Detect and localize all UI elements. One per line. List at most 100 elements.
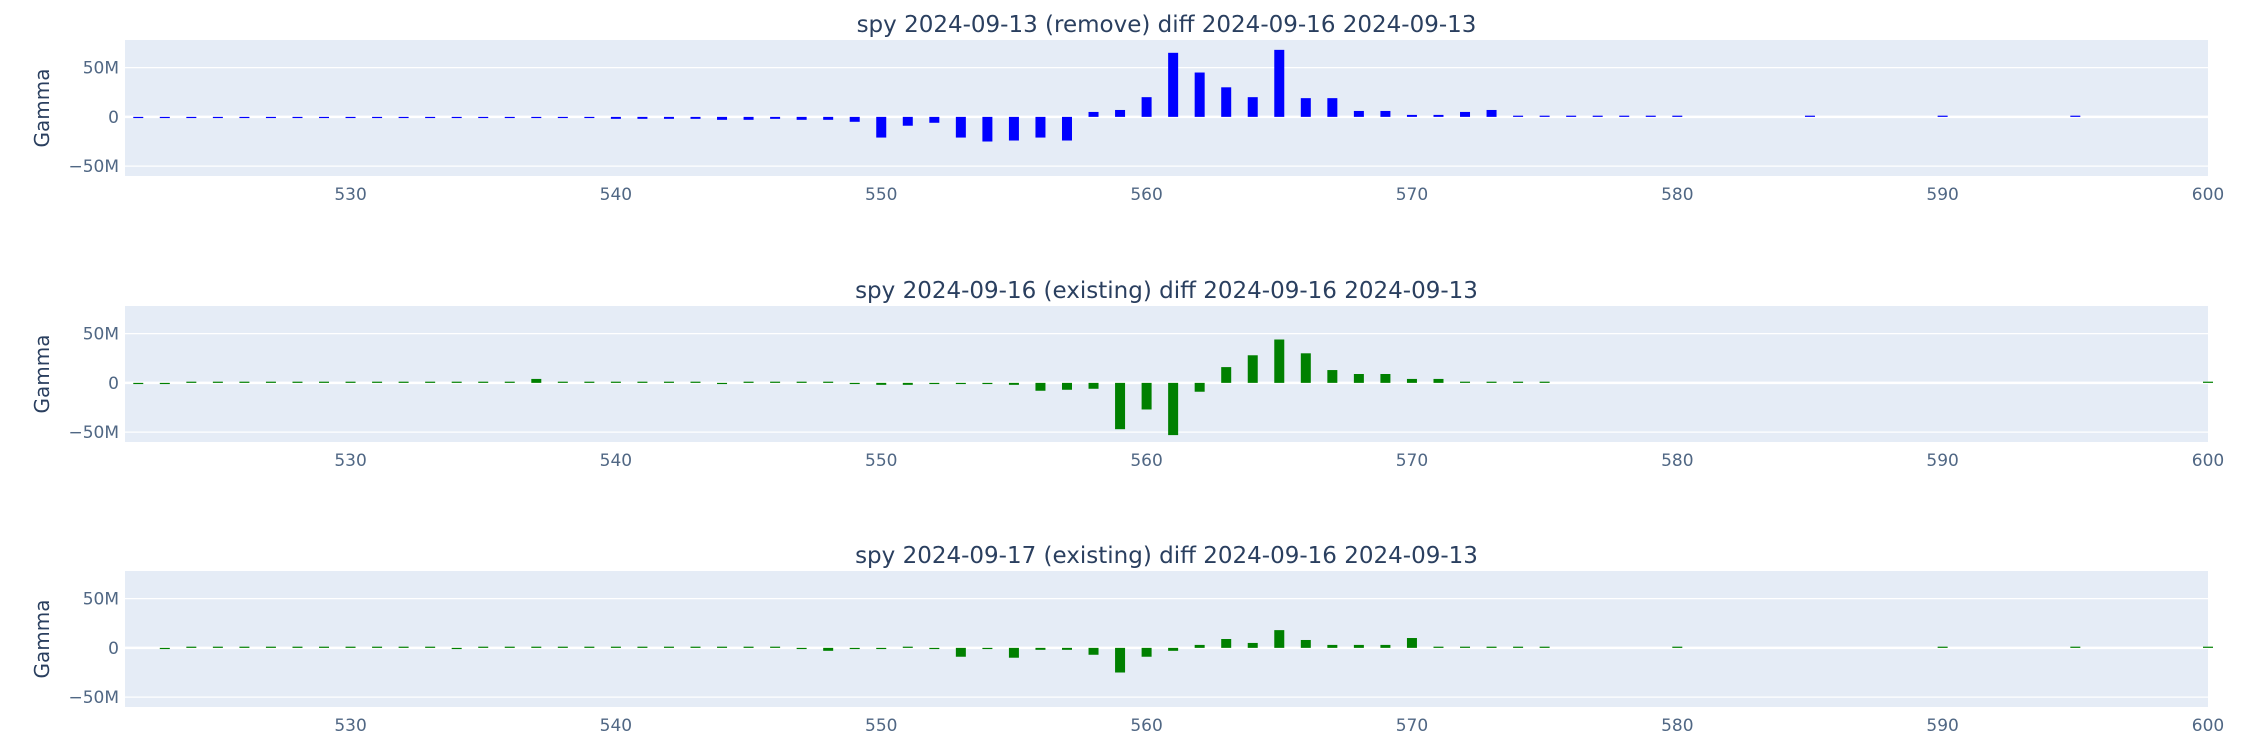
y-tick-label: 50M: [83, 59, 119, 79]
x-tick-label: 530: [334, 185, 366, 205]
bar: [292, 116, 303, 119]
bar: [1327, 98, 1338, 117]
bar: [1353, 644, 1364, 648]
x-tick-label: 570: [1396, 716, 1428, 736]
bar: [265, 646, 276, 648]
bar: [876, 382, 887, 385]
subplot-3: 50M 0 −50M 530 540 550 560 570 580 590 600 Gamma spy…: [30, 543, 2224, 736]
bar: [186, 116, 197, 119]
bar: [319, 646, 330, 648]
bar: [796, 647, 807, 650]
bar: [319, 116, 330, 119]
bar: [1937, 115, 1948, 117]
bar: [1061, 382, 1072, 390]
bar: [796, 381, 807, 383]
x-tick-label: 540: [600, 185, 632, 205]
bar: [504, 116, 515, 119]
bar: [1221, 639, 1232, 648]
bar: [929, 647, 940, 650]
bar: [1141, 97, 1152, 117]
bar: [1380, 110, 1391, 117]
x-tick-label: 550: [865, 716, 897, 736]
bar: [1539, 381, 1550, 383]
bar: [292, 646, 303, 648]
bar: [451, 116, 462, 119]
bar: [1327, 644, 1338, 648]
bar: [1274, 339, 1285, 383]
bar: [1115, 109, 1126, 117]
x-tick-label: 560: [1130, 451, 1162, 471]
y-axis-label: Gamma: [30, 335, 54, 414]
bar: [1221, 87, 1232, 117]
bar: [770, 116, 781, 119]
bar: [1300, 353, 1311, 383]
bar: [1672, 115, 1683, 117]
bar: [1115, 382, 1126, 430]
bar: [1937, 646, 1948, 648]
y-axis-label: Gamma: [30, 600, 54, 679]
y-tick-label: −50M: [68, 688, 119, 708]
bar: [1406, 114, 1417, 117]
bar: [584, 646, 595, 648]
bar: [1274, 630, 1285, 648]
chart-title: spy 2024-09-13 (remove) diff 2024-09-16 …: [857, 12, 1477, 38]
bar: [902, 116, 913, 126]
bar: [345, 116, 356, 119]
x-tick-label: 580: [1661, 451, 1693, 471]
x-tick-label: 530: [334, 451, 366, 471]
bar: [1008, 382, 1019, 385]
bar: [637, 116, 648, 119]
plot-background: [125, 40, 2208, 176]
x-tick-label: 570: [1396, 451, 1428, 471]
x-tick-label: 560: [1130, 716, 1162, 736]
bar: [1513, 646, 1524, 648]
bar: [1592, 115, 1603, 117]
bar: [1460, 646, 1471, 648]
bar: [955, 382, 966, 385]
bar: [1433, 378, 1444, 383]
x-tick-label: 590: [1926, 716, 1958, 736]
bar: [717, 116, 728, 120]
bar: [212, 381, 223, 383]
bar: [902, 646, 913, 648]
bar: [345, 646, 356, 648]
bar: [982, 116, 993, 142]
bar: [1088, 382, 1099, 389]
bar: [902, 382, 913, 385]
bar: [982, 382, 993, 385]
bar: [584, 381, 595, 383]
bar: [1672, 646, 1683, 648]
x-tick-label: 600: [2192, 185, 2224, 205]
bar: [876, 116, 887, 138]
y-tick-label: −50M: [68, 157, 119, 177]
x-tick-label: 580: [1661, 716, 1693, 736]
bar: [2203, 381, 2213, 383]
bar: [2203, 646, 2213, 648]
bar: [637, 381, 648, 383]
plot-background: [125, 571, 2208, 707]
bar: [372, 646, 383, 648]
bar: [159, 647, 170, 650]
bar: [717, 382, 728, 385]
subplot-2: 50M 0 −50M 530 540 550 560 570 580 590 600 Gamma spy…: [30, 278, 2224, 471]
bar: [1433, 114, 1444, 117]
bar: [1513, 115, 1524, 117]
bar: [212, 646, 223, 648]
bar: [743, 116, 754, 120]
x-tick-label: 570: [1396, 185, 1428, 205]
bar: [1645, 115, 1656, 117]
bar: [955, 647, 966, 657]
bar: [159, 382, 170, 385]
bar: [1433, 646, 1444, 648]
bar: [1566, 115, 1577, 117]
bar: [451, 647, 462, 650]
bar: [1247, 642, 1258, 648]
bar: [770, 381, 781, 383]
bar: [186, 381, 197, 383]
bar: [1221, 367, 1232, 383]
bar: [1539, 646, 1550, 648]
bar: [1486, 381, 1497, 383]
bar: [2070, 646, 2081, 648]
bar: [319, 381, 330, 383]
bar: [425, 116, 436, 119]
